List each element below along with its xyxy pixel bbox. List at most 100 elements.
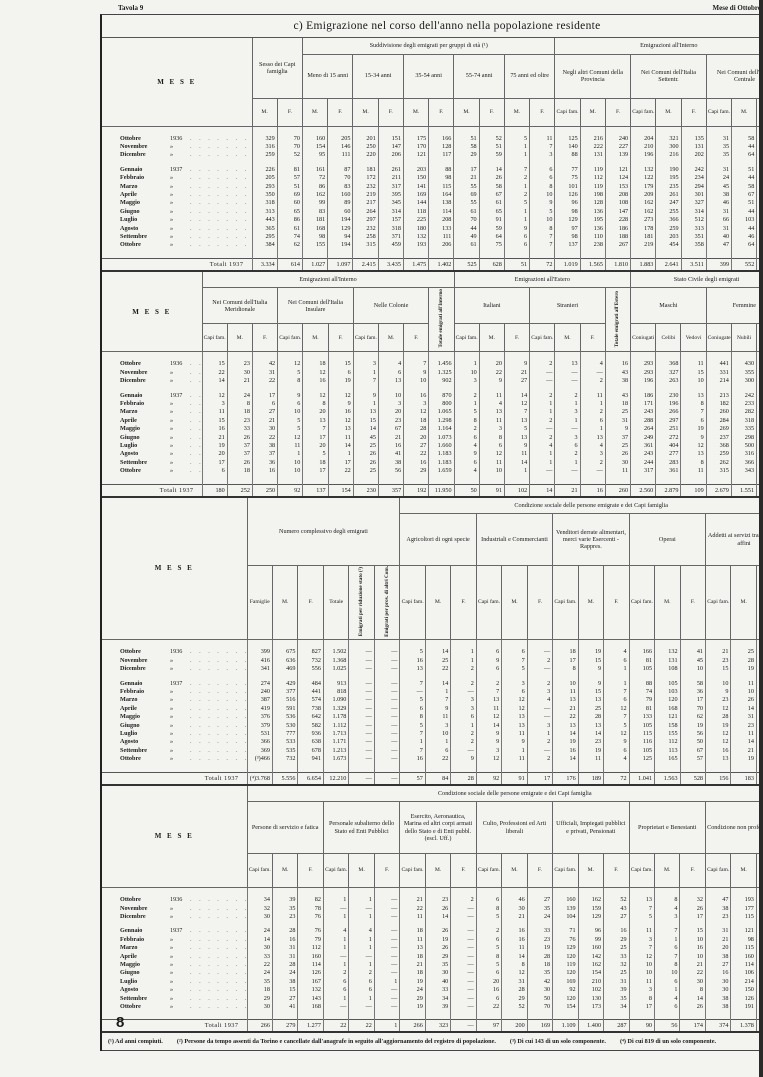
month-label: Novembre». . . [102, 369, 202, 377]
data-cell: 41 [377, 450, 404, 459]
data-cell: 30 [704, 986, 731, 995]
data-cell: 13 [554, 360, 581, 369]
total-cell: — [373, 771, 400, 786]
data-cell: 301 [680, 190, 707, 200]
month-year: » [170, 151, 174, 159]
data-cell: 61 [276, 224, 303, 233]
month-name: Giugno [120, 721, 140, 729]
data-cell: 19 [577, 746, 604, 756]
data-cell: 70 [276, 142, 303, 152]
group-header: Industriali e Commercianti [475, 513, 553, 567]
data-cell: 32 [679, 896, 706, 905]
data-cell: 22 [424, 665, 451, 674]
column-header: Vedovi [680, 323, 707, 353]
month-year: » [170, 721, 174, 729]
table-row: Giugno». . .2126221217114521201.07368132… [102, 433, 763, 442]
data-cell: 9 [453, 450, 480, 459]
table-row: Agosto». . . . . . . 366 533 638 1.171— —1 1 2 9… [102, 738, 763, 747]
spacer-cell [577, 763, 604, 773]
data-cell: 209 [630, 190, 656, 200]
month-year: » [170, 755, 174, 763]
data-cell: 9 [277, 391, 303, 400]
data-cell: 274 [246, 679, 273, 688]
data-cell: 181 [352, 165, 379, 175]
data-cell: 89 [327, 199, 353, 208]
data-cell: — [373, 986, 400, 995]
data-cell: 41 [679, 648, 706, 657]
data-cell: 18 [226, 467, 253, 476]
spacer-cell [577, 673, 604, 680]
data-cell: 1 [348, 896, 375, 905]
total-label: Totali 1937 [102, 257, 252, 272]
month-year: » [170, 1002, 174, 1010]
data-cell: 26 [424, 904, 451, 913]
data-cell: 2 [529, 360, 555, 369]
spacer-cell [226, 351, 253, 361]
table-row: Marzo». . . . . . . 30 31 112 1 1—13 26—5 11 19 1… [102, 944, 763, 953]
data-cell: — [373, 679, 400, 688]
data-cell: 22 [424, 755, 451, 764]
data-cell: 21 [501, 912, 528, 922]
data-cell: 150 [402, 174, 429, 183]
data-cell: 62 [276, 241, 303, 250]
data-cell: 97 [554, 224, 581, 233]
data-cell: 102 [577, 986, 604, 995]
month-label: Dicembre». . . . . . . [102, 665, 247, 673]
data-cell: 16 [501, 935, 528, 945]
data-cell: 3 [628, 986, 655, 995]
data-cell: 284 [705, 416, 732, 426]
group-header: Ufficiali, Impiegati pubblici e privati,… [552, 801, 630, 855]
spacer-cell [453, 126, 480, 135]
data-cell: 11 [475, 704, 502, 714]
month-column-header: M E S E [102, 271, 203, 353]
spacer-cell [297, 887, 324, 897]
data-cell: 154 [577, 969, 604, 978]
spacer-cell [475, 673, 502, 680]
data-cell: 1 [348, 935, 375, 945]
data-cell: 416 [246, 656, 273, 666]
month-label: Gennaio 1937. . . . . . . [102, 927, 247, 935]
data-cell: 144 [402, 199, 429, 208]
data-cell: 22 [478, 368, 505, 378]
total-column-header-text: Totale emigrati all'Interno [437, 289, 444, 349]
data-cell: 277 [655, 450, 681, 459]
data-cell: 24 [226, 391, 253, 400]
data-cell: 46 [705, 199, 732, 208]
data-cell: 1 [503, 216, 530, 225]
total-cell: 1.810 [604, 257, 631, 272]
dot-leader: . . . . . . . [190, 241, 250, 249]
data-cell: 6 [348, 977, 375, 987]
data-cell: 19 [552, 738, 579, 747]
data-cell: 2 [579, 458, 606, 468]
month-year: » [170, 408, 174, 416]
data-cell: 11 [529, 134, 555, 143]
data-cell: — [348, 704, 375, 714]
data-cell: 1 [348, 912, 375, 922]
data-cell: 366 [246, 738, 273, 747]
data-cell: 23 [226, 416, 253, 426]
data-cell: 28 [730, 656, 757, 666]
data-cell: 3 [377, 399, 404, 409]
total-cell: 1 [373, 1019, 400, 1034]
data-cell: 430 [730, 360, 757, 369]
spacer-cell [478, 475, 505, 485]
month-label: Settembre». . . . . . . [102, 995, 247, 1003]
data-cell: 14 [327, 441, 354, 451]
data-cell: 118 [402, 207, 429, 217]
data-cell: 10 [705, 679, 731, 688]
data-cell: — [373, 738, 400, 747]
spacer-cell [655, 351, 681, 361]
data-cell: 35 [526, 969, 553, 978]
super-header: Emigrazioni all'Interno [201, 271, 455, 289]
spacer-cell [373, 887, 400, 897]
data-cell: — [554, 467, 581, 476]
data-cell: 7 [503, 408, 530, 417]
dot-leader: . . . . . . . [190, 896, 247, 904]
total-cell: 357 [377, 483, 404, 498]
data-cell: 3 [475, 746, 502, 756]
data-cell: 16 [327, 408, 354, 417]
month-name: Novembre [120, 142, 148, 150]
data-cell: 314 [377, 207, 404, 217]
data-cell: 31 [705, 134, 732, 143]
data-cell: 38 [377, 458, 404, 468]
